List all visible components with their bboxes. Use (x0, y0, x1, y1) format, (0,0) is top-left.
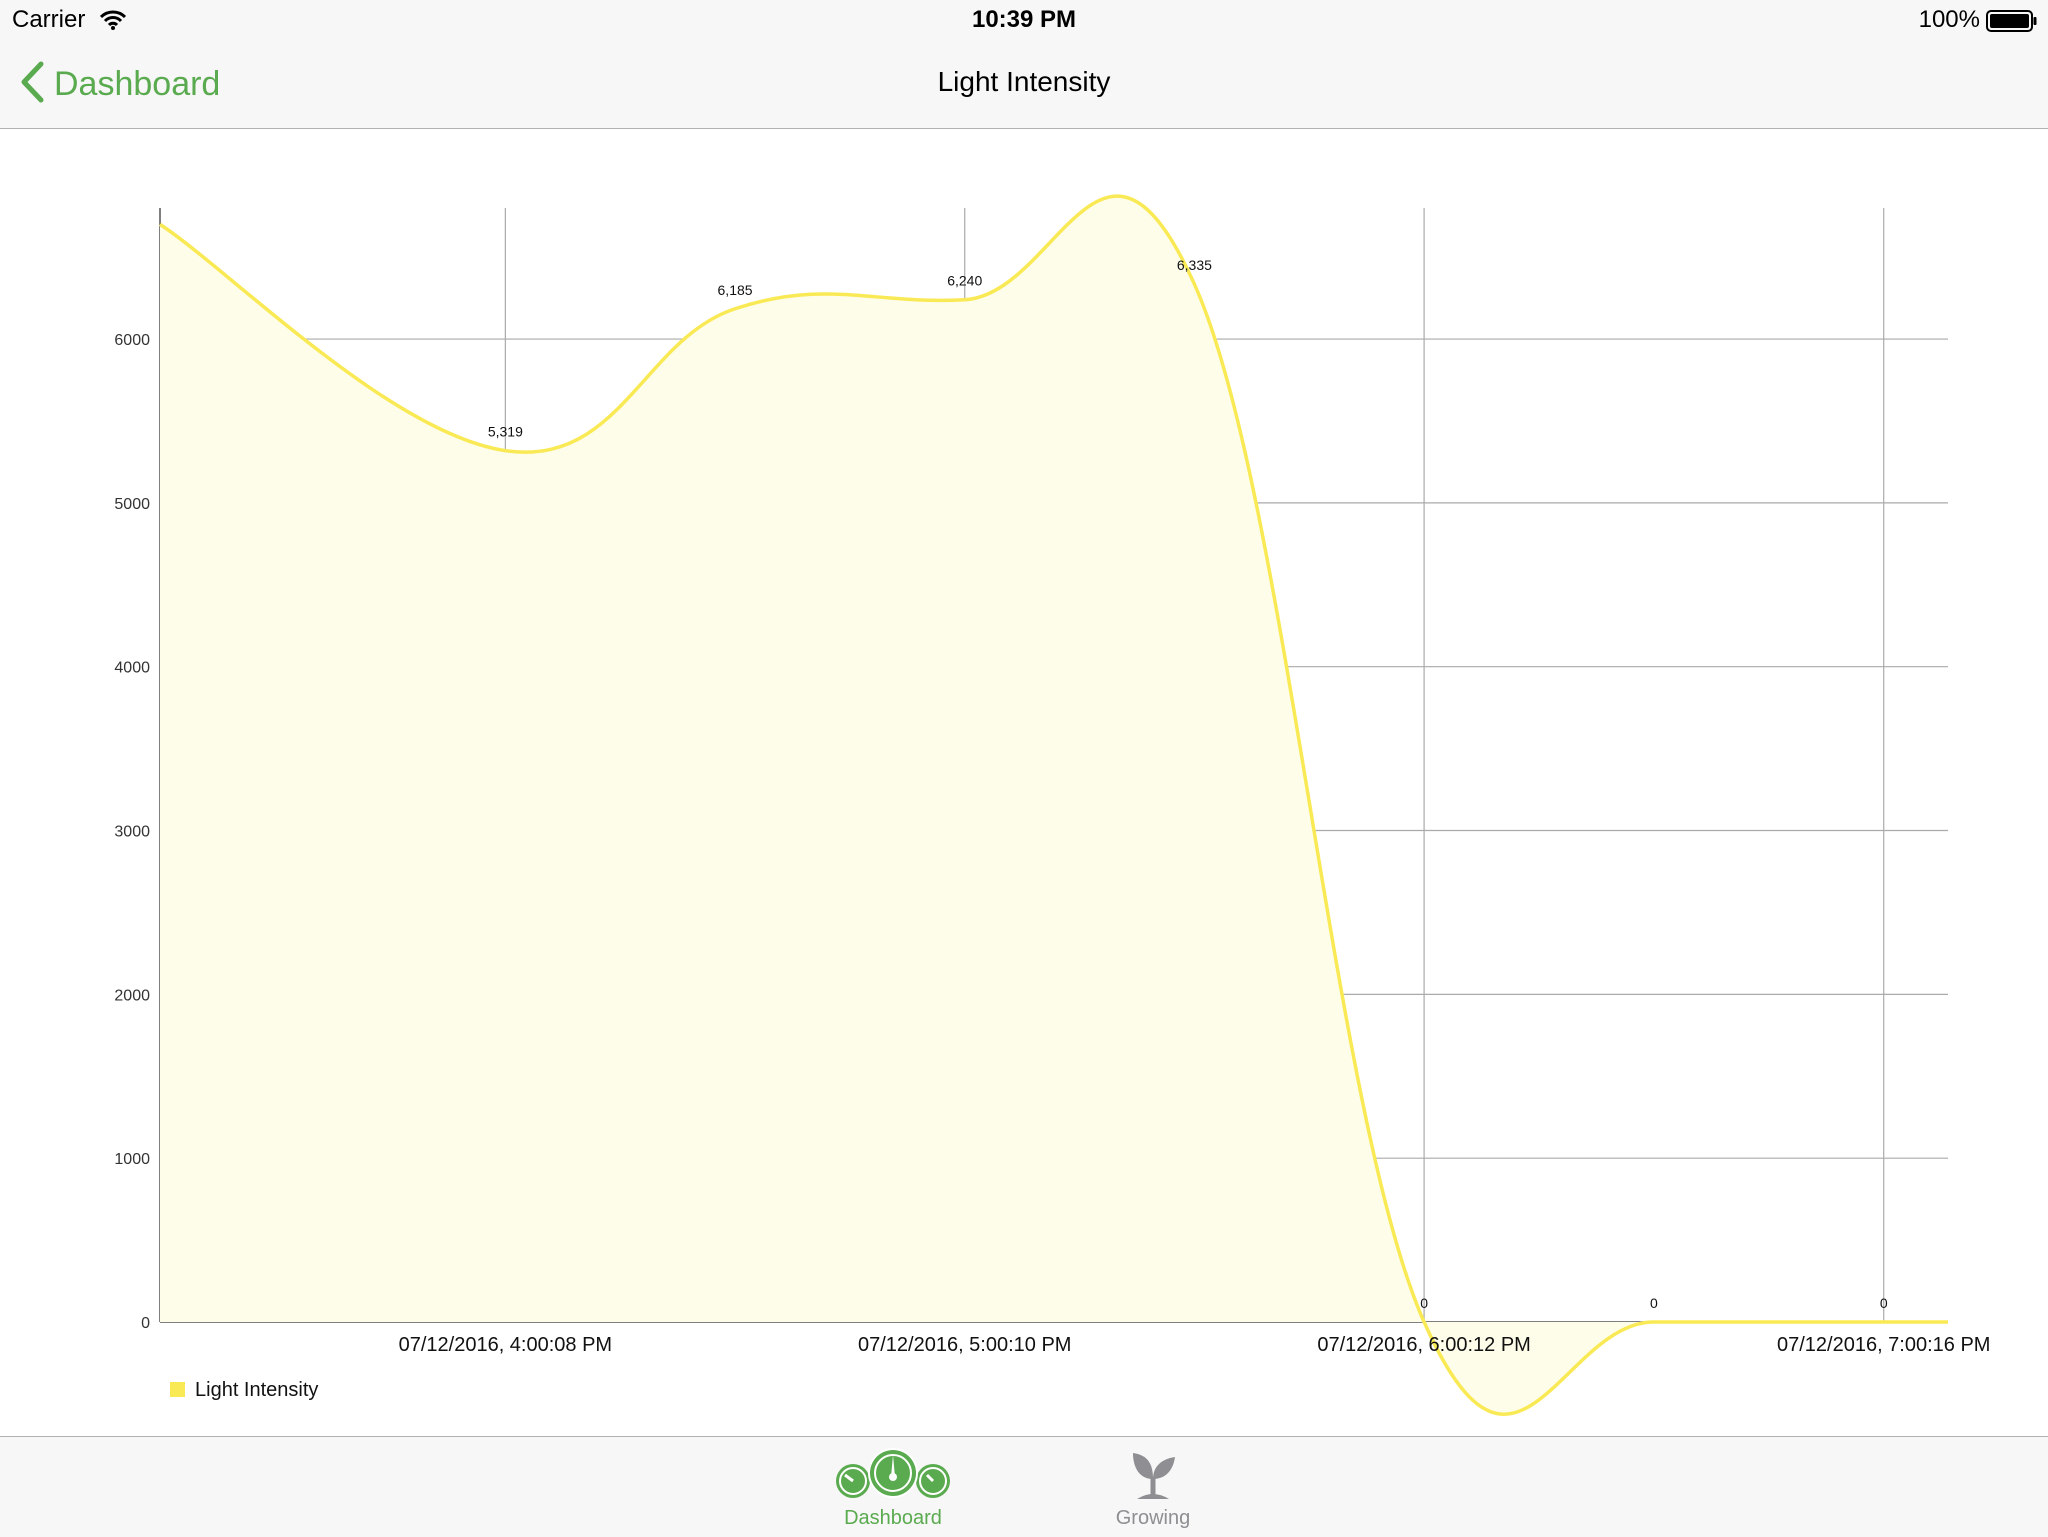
dashboard-gauge-icon (793, 1443, 993, 1503)
series-area-fill (160, 196, 1948, 1415)
data-labels: 5,319 6,185 6,240 6,335 0 0 0 (488, 257, 1888, 1311)
data-label: 6,240 (947, 273, 982, 289)
light-intensity-chart: 0 1000 2000 3000 4000 5000 6000 07/12/2016, 4:… (114, 194, 1991, 1416)
data-label: 0 (1650, 1295, 1658, 1311)
data-label: 6,335 (1177, 257, 1212, 273)
y-tick-label: 2000 (114, 987, 150, 1004)
data-label: 5,319 (488, 424, 523, 440)
x-tick-label: 07/12/2016, 4:00:08 PM (399, 1334, 613, 1356)
x-axis-ticks: 07/12/2016, 4:00:08 PM 07/12/2016, 5:00:1… (399, 1334, 1991, 1356)
y-tick-label: 4000 (114, 660, 150, 677)
status-time: 10:39 PM (971, 6, 1077, 33)
x-tick-label: 07/12/2016, 5:00:10 PM (858, 1334, 1072, 1356)
data-label: 0 (1880, 1295, 1888, 1311)
back-button-label: Dashboard (54, 64, 221, 103)
y-tick-label: 5000 (114, 496, 150, 513)
data-label: 0 (1420, 1295, 1428, 1311)
y-tick-label: 0 (141, 1315, 150, 1332)
wifi-icon (99, 10, 127, 35)
sprout-icon (1053, 1443, 1253, 1503)
page-title: Light Intensity (937, 66, 1111, 97)
legend-swatch (170, 1382, 185, 1397)
data-label: 6,185 (718, 282, 753, 298)
x-tick-label: 07/12/2016, 7:00:16 PM (1777, 1334, 1991, 1356)
y-tick-label: 6000 (114, 332, 150, 349)
battery-percent: 100% (1918, 6, 1980, 33)
tab-dashboard[interactable]: Dashboard (793, 1437, 993, 1537)
back-button[interactable]: Dashboard (20, 60, 220, 108)
y-tick-label: 1000 (114, 1151, 150, 1168)
y-tick-label: 3000 (114, 824, 150, 841)
tab-dashboard-label: Dashboard (844, 1507, 942, 1529)
chevron-left-icon (20, 61, 44, 108)
y-axis-ticks: 0 1000 2000 3000 4000 5000 6000 (114, 332, 150, 1332)
carrier-label: Carrier (12, 6, 86, 33)
legend-label: Light Intensity (195, 1379, 318, 1401)
series-line (159, 194, 1948, 1416)
tab-growing-label: Growing (1115, 1507, 1191, 1529)
x-tick-label: 07/12/2016, 6:00:12 PM (1317, 1334, 1531, 1356)
battery-icon (1986, 10, 2038, 37)
navigation-bar: Dashboard Light Intensity (0, 40, 2048, 129)
status-bar: Carrier 10:39 PM 100% (0, 0, 2048, 40)
tab-bar: Dashboard Growing (0, 1436, 2048, 1537)
tab-growing[interactable]: Growing (1053, 1437, 1253, 1537)
